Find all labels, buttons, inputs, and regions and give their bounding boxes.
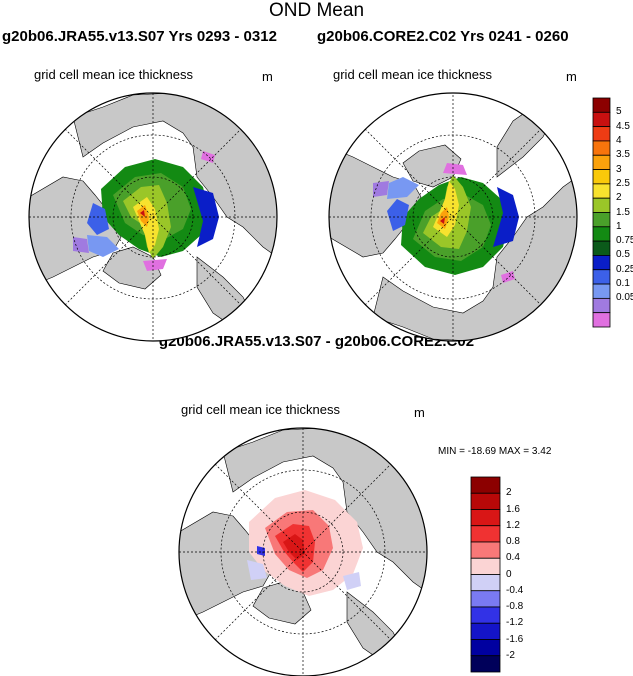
colorbar-swatch bbox=[470, 557, 501, 575]
colorbar-swatch bbox=[592, 226, 611, 242]
left-panel-unit: m bbox=[262, 69, 273, 84]
colorbar-swatch bbox=[470, 574, 501, 592]
colorbar-tick-label: 1.2 bbox=[506, 519, 520, 531]
colorbar-tick-label: -0.8 bbox=[506, 601, 524, 612]
colorbar-swatch bbox=[470, 476, 501, 494]
colorbar-swatch bbox=[470, 639, 501, 657]
colorbar-swatch bbox=[470, 492, 501, 510]
left-experiment-title: g20b06.JRA55.v13.S07 Yrs 0293 - 0312 bbox=[2, 28, 277, 45]
colorbar-tick-label: 1.5 bbox=[616, 206, 630, 218]
colorbar-swatch bbox=[592, 154, 611, 170]
min-max-readout: MIN = -18.69 MAX = 3.42 bbox=[438, 446, 552, 457]
main-title: OND Mean bbox=[268, 0, 365, 21]
colorbar-tick-label: 0.05 bbox=[616, 292, 633, 304]
right-map-border bbox=[328, 92, 578, 342]
colorbar-tick-label: -0.4 bbox=[506, 584, 524, 596]
colorbar-tick-label: -2 bbox=[506, 649, 515, 661]
colorbar-swatch bbox=[592, 97, 611, 113]
left-panel-label: grid cell mean ice thickness bbox=[34, 67, 193, 82]
diff-panel-label: grid cell mean ice thickness bbox=[181, 402, 340, 417]
colorbar-swatch bbox=[470, 509, 501, 527]
colorbar-swatch bbox=[470, 606, 501, 624]
colorbar-tick-label: 0 bbox=[506, 568, 512, 580]
colorbar-swatch bbox=[592, 140, 611, 156]
colorbar-swatch bbox=[592, 312, 611, 328]
right-experiment-title: g20b06.CORE2.C02 Yrs 0241 - 0260 bbox=[317, 28, 569, 45]
colorbar-tick-label: 0.25 bbox=[616, 263, 633, 275]
colorbar-tick-label: 3 bbox=[616, 163, 622, 175]
colorbar-swatch bbox=[470, 622, 501, 640]
colorbar-tick-label: 4.5 bbox=[616, 120, 630, 132]
colorbar-tick-label: 1.6 bbox=[506, 503, 520, 515]
right-polar-map bbox=[329, 93, 577, 341]
difference-title: g20b06.JRA55.v13.S07 - g20b06.CORE2.C02 bbox=[158, 333, 475, 350]
colorbar-swatch bbox=[470, 655, 501, 673]
colorbar-tick-label: 1 bbox=[616, 220, 622, 232]
colorbar-swatch bbox=[470, 541, 501, 559]
thickness-colorbar bbox=[592, 97, 611, 328]
colorbar-tick-label: 0.5 bbox=[616, 249, 630, 261]
colorbar-swatch bbox=[592, 169, 611, 185]
diff-panel-unit: m bbox=[414, 405, 425, 420]
colorbar-swatch bbox=[592, 197, 611, 213]
colorbar-tick-label: 0.4 bbox=[506, 552, 520, 564]
colorbar-swatch bbox=[592, 126, 611, 142]
colorbar-tick-label: 2 bbox=[506, 487, 512, 499]
colorbar-swatch bbox=[592, 297, 611, 314]
right-panel-unit: m bbox=[566, 69, 577, 84]
colorbar-tick-label: 2.5 bbox=[616, 177, 630, 189]
colorbar-tick-label: 5 bbox=[616, 106, 622, 118]
difference-colorbar bbox=[470, 476, 501, 673]
colorbar-tick-label: 0.8 bbox=[506, 536, 520, 547]
colorbar-swatch bbox=[592, 111, 611, 128]
colorbar-tick-label: -1.6 bbox=[506, 633, 524, 645]
colorbar-swatch bbox=[470, 525, 501, 543]
right-panel-label: grid cell mean ice thickness bbox=[333, 67, 492, 82]
colorbar-tick-label: 0.1 bbox=[616, 278, 630, 290]
colorbar-swatch bbox=[592, 212, 611, 228]
colorbar-swatch bbox=[592, 255, 611, 271]
colorbar-swatch bbox=[592, 283, 611, 299]
colorbar-swatch bbox=[592, 240, 611, 256]
colorbar-swatch bbox=[470, 590, 501, 608]
colorbar-swatch bbox=[592, 183, 611, 199]
colorbar-tick-label: 3.5 bbox=[616, 149, 630, 161]
left-polar-map bbox=[29, 93, 277, 341]
left-map-border bbox=[28, 92, 278, 342]
colorbar-tick-label: 0.75 bbox=[616, 235, 633, 247]
colorbar-tick-label: 2 bbox=[616, 192, 622, 204]
colorbar-tick-label: -1.2 bbox=[506, 617, 524, 629]
difference-map-border bbox=[178, 427, 428, 676]
difference-polar-map bbox=[179, 428, 427, 676]
colorbar-tick-label: 4 bbox=[616, 134, 622, 146]
colorbar-swatch bbox=[592, 269, 611, 285]
